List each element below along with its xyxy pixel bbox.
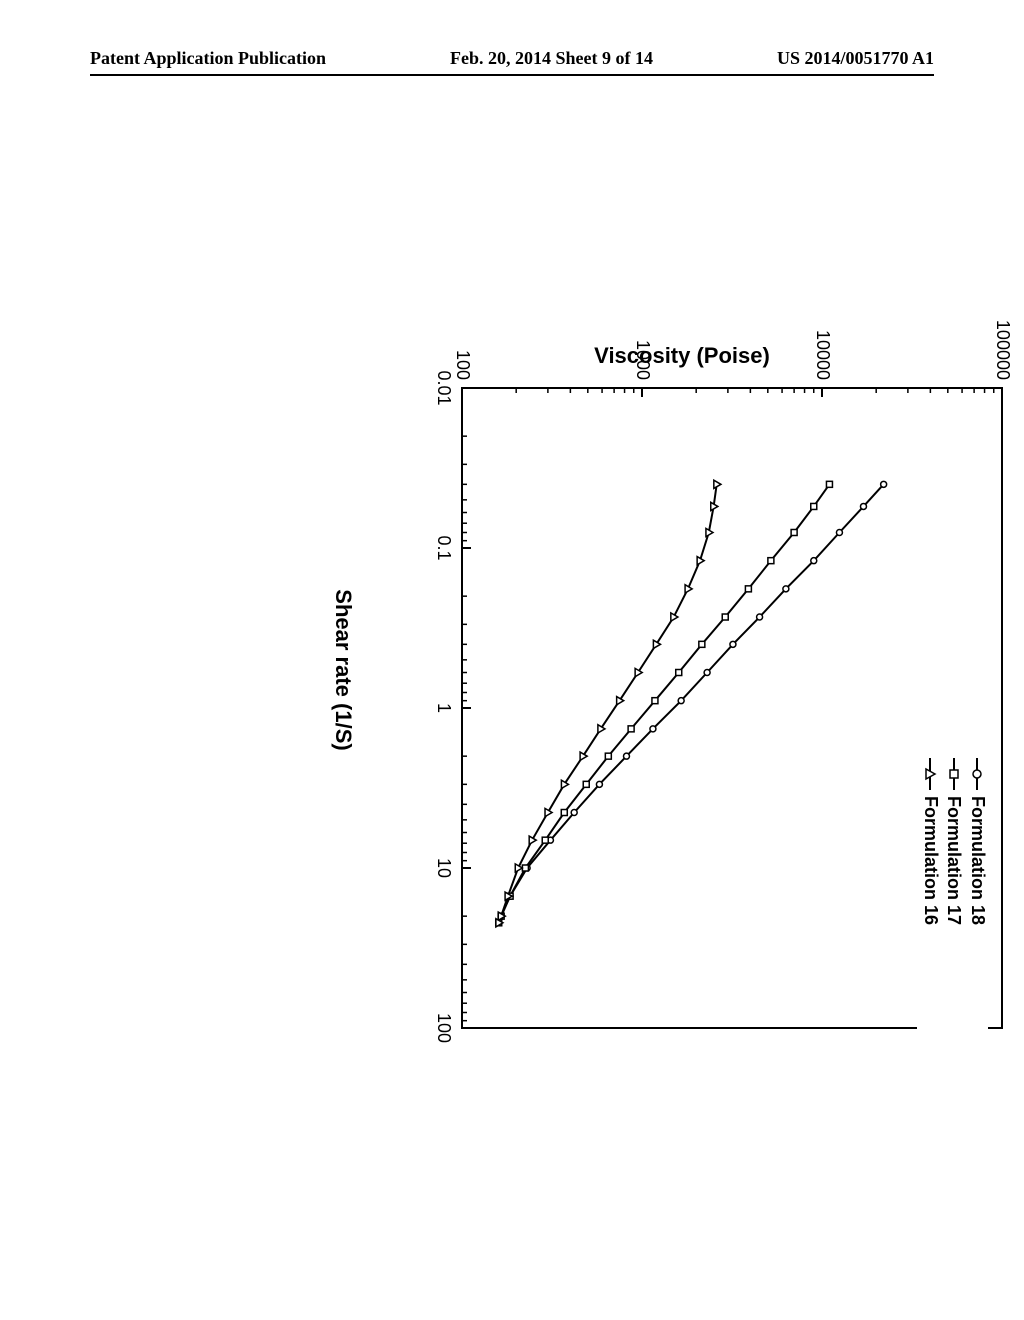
header-rule: [90, 74, 934, 76]
x-tick-label: 100: [433, 1008, 454, 1048]
x-axis-label: Shear rate (1/S): [330, 589, 356, 750]
x-tick-label: 0.01: [433, 368, 454, 408]
legend-item: Formulation 18: [967, 758, 988, 925]
header-center: Feb. 20, 2014 Sheet 9 of 14: [450, 48, 653, 69]
patent-header: Patent Application Publication Feb. 20, …: [0, 48, 1024, 69]
y-tick-label: 100: [452, 350, 473, 380]
x-tick-label: 1: [433, 688, 454, 728]
legend-item: Formulation 17: [944, 758, 965, 925]
legend-item: Formulation 16: [920, 758, 941, 925]
y-tick-label: 1000: [632, 340, 653, 380]
viscosity-chart: Viscosity (Poise) Shear rate (1/S) Formu…: [342, 278, 1022, 1062]
x-tick-label: 10: [433, 848, 454, 888]
legend-label: Formulation 18: [967, 796, 988, 925]
legend-label: Formulation 17: [944, 796, 965, 925]
legend-label: Formulation 16: [920, 796, 941, 925]
y-tick-label: 10000: [812, 330, 833, 380]
figure-container: Fig. 9 Viscosity (Poise) Shear rate (1/S…: [0, 278, 1024, 1062]
header-right: US 2014/0051770 A1: [777, 48, 934, 69]
x-tick-label: 0.1: [433, 528, 454, 568]
y-tick-label: 100000: [992, 320, 1013, 380]
y-axis-label: Viscosity (Poise): [594, 343, 770, 369]
header-left: Patent Application Publication: [90, 48, 326, 69]
chart-legend: Formulation 18Formulation 17Formulation …: [918, 758, 989, 1062]
